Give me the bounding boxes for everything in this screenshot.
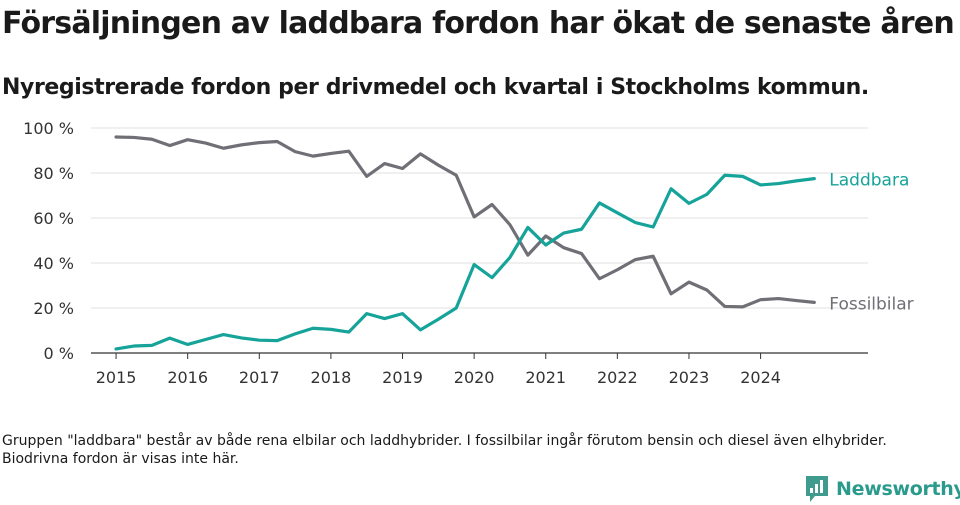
brand-name: Newsworthy (836, 478, 960, 500)
line-chart: 0 %20 %40 %60 %80 %100 % 2015 2016 2017 201… (23, 119, 914, 387)
y-tick-label-60: 60 % (33, 209, 74, 228)
newsworthy-logo-icon (806, 476, 828, 502)
series-label-fossilbilar: Fossilbilar (829, 294, 913, 314)
y-axis-tick-labels: 0 % 20 % 40 % 60 % 80 % 100 % (23, 119, 74, 363)
series-line-laddbara (114, 173, 816, 351)
x-tick-label-2019: 2019 (382, 368, 423, 387)
gridlines (91, 127, 868, 309)
x-tick-label-2024: 2024 (740, 368, 781, 387)
chart-title: Försäljningen av laddbara fordon har öka… (2, 6, 955, 41)
x-tick-label-2021: 2021 (525, 368, 566, 387)
footnote: Gruppen "laddbara" består av både rena e… (2, 433, 887, 467)
y-tick-label-40: 40 % (33, 254, 74, 273)
series-label-laddbara: Laddbara (829, 171, 909, 191)
x-tick-label-2018: 2018 (311, 368, 352, 387)
x-tick-label-2022: 2022 (597, 368, 638, 387)
y-tick-label-20: 20 % (33, 299, 74, 318)
y-tick-label-100: 100 % (23, 119, 74, 138)
x-tick-label-2020: 2020 (454, 368, 495, 387)
x-tick-label-2016: 2016 (167, 368, 208, 387)
x-tick-label-2015: 2015 (96, 368, 137, 387)
x-tick-label-2017: 2017 (239, 368, 280, 387)
chart-subtitle: Nyregistrerade fordon per drivmedel och … (2, 75, 869, 100)
series-line-fossilbilar (114, 135, 816, 309)
series-lines (114, 135, 816, 351)
x-tick-label-2023: 2023 (669, 368, 710, 387)
x-axis: 2015 2016 2017 2018 2019 2020 2021 2022 2023 2024 (91, 352, 868, 387)
y-tick-label-0: 0 % (44, 344, 74, 363)
series-labels: Fossilbilar Laddbara (829, 171, 913, 315)
brand-logo: Newsworthy (804, 474, 960, 504)
y-tick-label-80: 80 % (33, 164, 74, 183)
